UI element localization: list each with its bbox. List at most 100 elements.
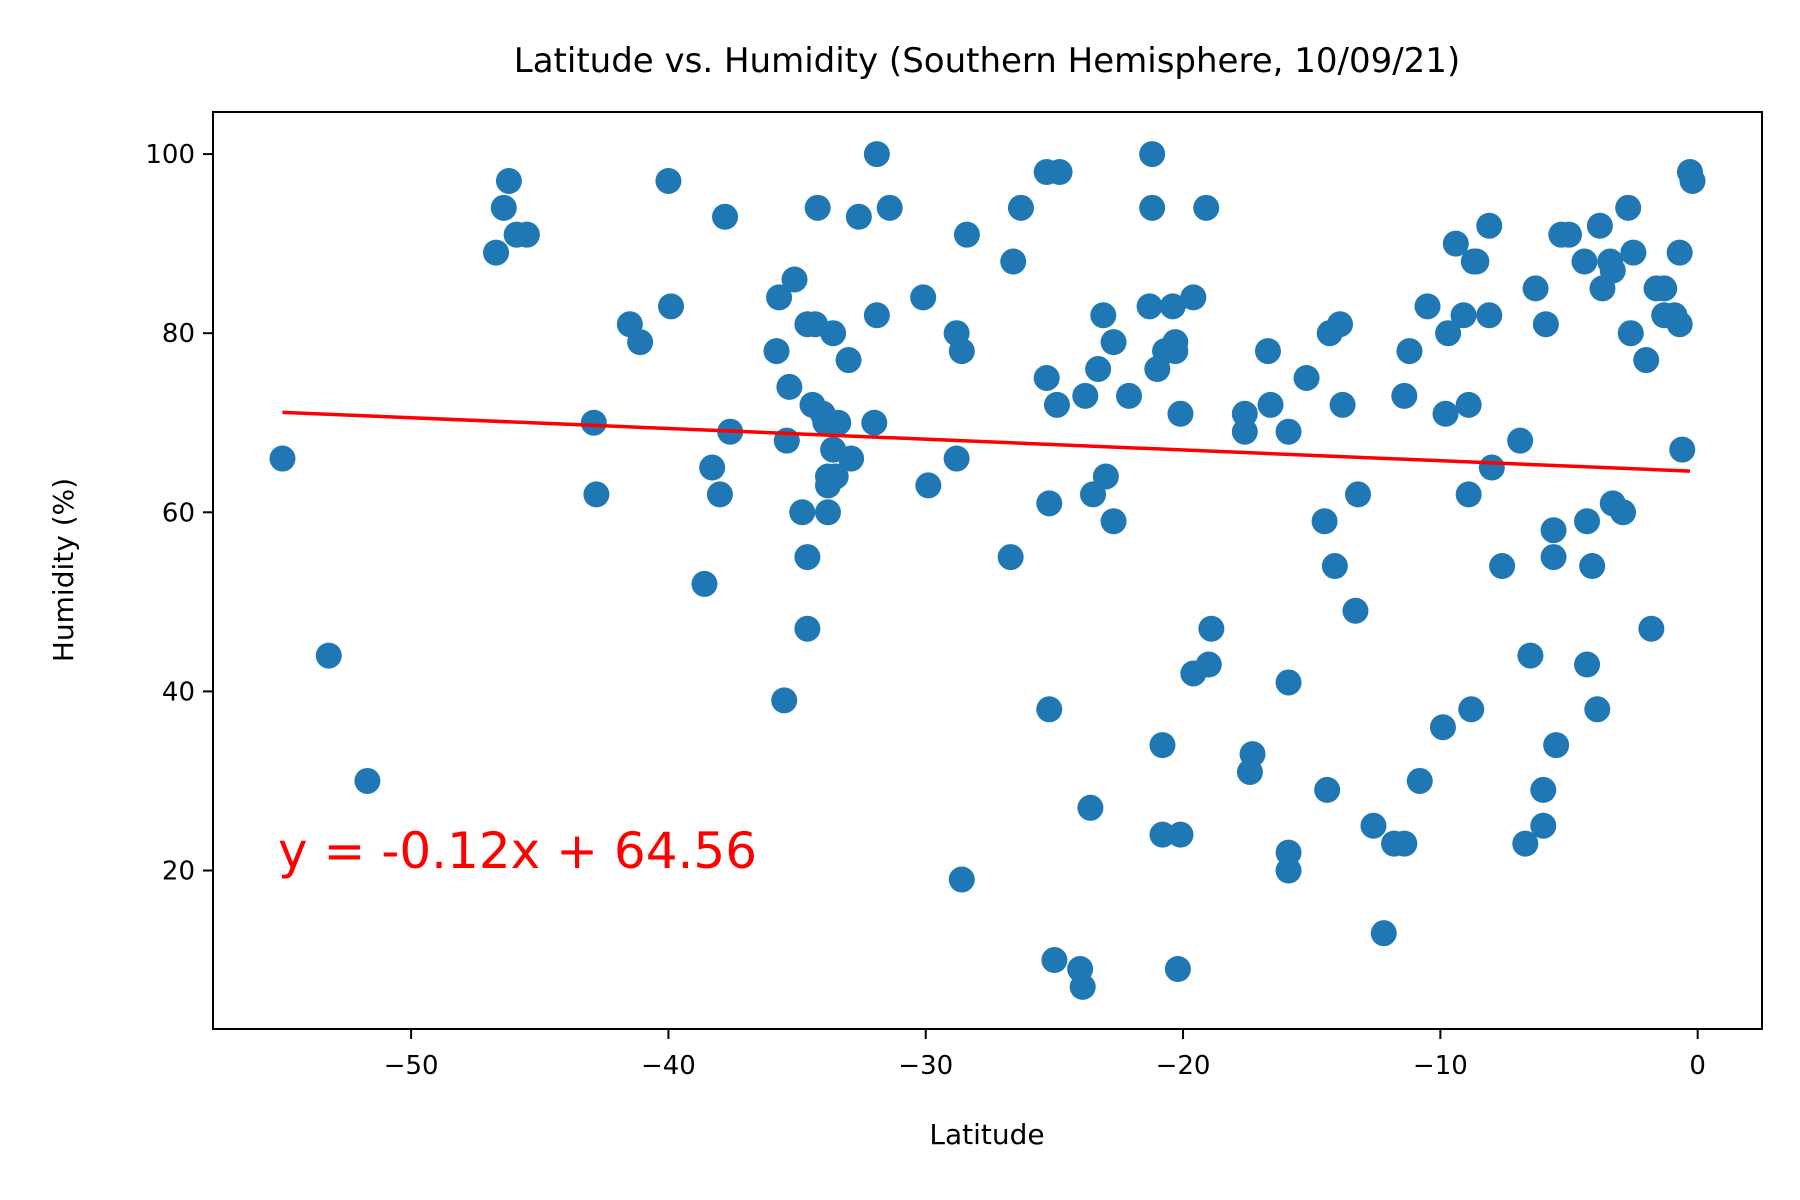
data-point	[776, 373, 803, 400]
data-point	[1540, 517, 1567, 544]
data-point	[1162, 338, 1189, 365]
data-point	[1532, 311, 1559, 338]
data-point	[513, 221, 540, 248]
y-tick-label: 20	[162, 856, 195, 886]
data-point	[315, 642, 342, 669]
data-point	[1167, 821, 1194, 848]
data-point	[1669, 436, 1696, 463]
data-point	[1584, 696, 1611, 723]
data-point	[1360, 812, 1387, 839]
data-point	[1586, 212, 1613, 239]
data-point	[835, 347, 862, 374]
data-point	[1041, 947, 1068, 974]
data-point	[781, 266, 808, 293]
data-point	[1231, 400, 1258, 427]
data-point	[1036, 490, 1063, 517]
data-point	[1164, 956, 1191, 983]
data-point	[1275, 418, 1302, 445]
data-point	[1617, 320, 1644, 347]
data-point	[1432, 400, 1459, 427]
data-point	[1092, 463, 1119, 490]
y-tick-label: 40	[162, 677, 195, 707]
data-point	[1043, 391, 1070, 418]
x-axis-label: Latitude	[929, 1118, 1044, 1151]
x-tick-label: −30	[898, 1051, 953, 1081]
data-point	[820, 320, 847, 347]
regression-line	[282, 410, 1691, 473]
data-point	[1193, 194, 1220, 221]
y-axis-label: Humidity (%)	[47, 478, 80, 662]
x-tick-label: 0	[1689, 1051, 1706, 1081]
data-point	[1079, 481, 1106, 508]
data-point	[1507, 427, 1534, 454]
data-point	[1666, 311, 1693, 338]
data-point	[627, 329, 654, 356]
data-point	[1414, 293, 1441, 320]
data-point	[789, 499, 816, 526]
data-point	[1450, 302, 1477, 329]
data-point	[1254, 338, 1281, 365]
data-point	[1345, 481, 1372, 508]
data-point	[1476, 212, 1503, 239]
data-point	[1540, 544, 1567, 571]
data-point	[1666, 239, 1693, 266]
data-point	[876, 194, 903, 221]
data-point	[822, 463, 849, 490]
data-points	[269, 141, 1706, 1000]
data-point	[1000, 248, 1027, 275]
data-point	[825, 409, 852, 436]
data-point	[1036, 696, 1063, 723]
data-point	[1342, 597, 1369, 624]
chart-title: Latitude vs. Humidity (Southern Hemisphe…	[514, 41, 1460, 81]
data-point	[1100, 508, 1127, 535]
y-axis-ticks: 20 40 60 80 100	[145, 140, 213, 886]
data-point	[794, 615, 821, 642]
data-point	[1139, 141, 1166, 168]
data-point	[1530, 776, 1557, 803]
x-tick-label: −10	[1413, 1051, 1468, 1081]
data-point	[997, 544, 1024, 571]
data-point	[1007, 194, 1034, 221]
data-point	[691, 570, 718, 597]
data-point	[706, 481, 733, 508]
data-point	[1556, 221, 1583, 248]
data-point	[1463, 248, 1490, 275]
data-point	[712, 203, 739, 230]
data-point	[1574, 508, 1601, 535]
data-point	[1517, 642, 1544, 669]
data-point	[1167, 400, 1194, 427]
data-point	[1100, 329, 1127, 356]
data-point	[804, 194, 831, 221]
data-point	[658, 293, 685, 320]
data-point	[1543, 732, 1570, 759]
data-point	[1198, 615, 1225, 642]
data-point	[1638, 615, 1665, 642]
regression-equation: y = -0.12x + 64.56	[278, 822, 757, 880]
data-point	[1159, 293, 1186, 320]
y-tick-label: 60	[162, 498, 195, 528]
data-point	[1651, 275, 1678, 302]
data-point	[1275, 839, 1302, 866]
data-point	[1620, 239, 1647, 266]
data-point	[1615, 194, 1642, 221]
data-point	[863, 302, 890, 329]
data-point	[1571, 248, 1598, 275]
data-point	[1633, 347, 1660, 374]
data-point	[1149, 732, 1176, 759]
data-point	[1489, 553, 1516, 580]
plot-frame	[212, 111, 1763, 1030]
data-point	[1476, 302, 1503, 329]
data-point	[1512, 830, 1539, 857]
data-point	[1139, 194, 1166, 221]
data-point	[490, 194, 517, 221]
data-point	[1136, 293, 1163, 320]
data-point	[766, 284, 793, 311]
data-point	[1239, 741, 1266, 768]
data-point	[1085, 356, 1112, 383]
data-point	[943, 445, 970, 472]
data-point	[1610, 499, 1637, 526]
data-point	[1530, 812, 1557, 839]
data-point	[1329, 391, 1356, 418]
data-point	[1311, 508, 1338, 535]
